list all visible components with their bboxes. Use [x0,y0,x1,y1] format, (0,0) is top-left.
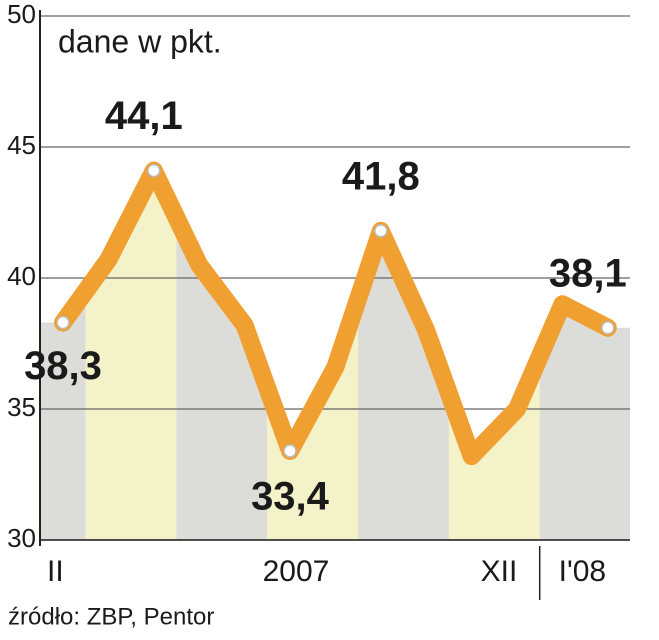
point [56,315,70,330]
source: źródło: ZBP, Pentor [8,603,214,630]
x-tick-label: 2007 [263,555,330,588]
y-tick-label: 40 [7,261,36,291]
y-tick-label: 35 [7,392,36,422]
value-label: 33,4 [251,474,330,518]
chart-title: dane w pkt. [58,23,222,59]
point [283,444,297,458]
y-tick-label: 50 [7,0,36,29]
x-tick-label: I'08 [559,555,606,588]
x-tick-label: XII [481,555,518,588]
point [374,224,388,238]
x-tick-label: II [47,555,64,588]
value-label: 44,1 [105,94,183,138]
y-tick-label: 30 [7,523,36,553]
value-label: 38,3 [24,344,102,388]
value-label: 41,8 [342,154,420,198]
y-tick-label: 45 [7,130,36,160]
point [147,163,161,178]
point [601,321,615,335]
value-label: 38,1 [549,251,627,295]
